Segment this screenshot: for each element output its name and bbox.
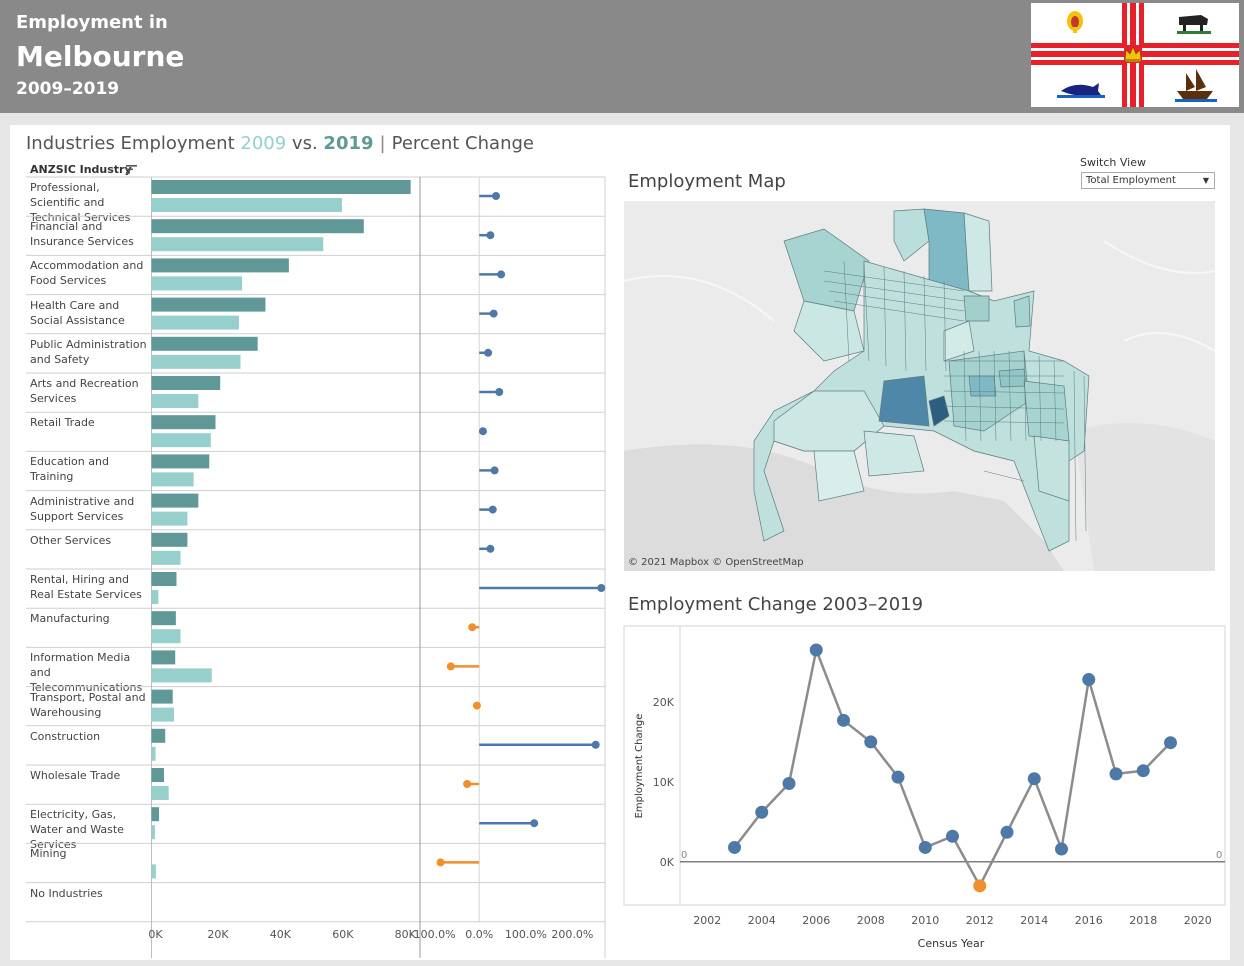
industries-chart-title: Industries Employment 2009 vs. 2019 | Perc… [26, 133, 534, 154]
melbourne-flag-icon [1031, 3, 1239, 107]
header-title-line3: 2009–2019 [16, 79, 120, 99]
map-graphic [624, 201, 1215, 571]
industry-label: Public Administration and Safety [30, 337, 147, 366]
switch-view-value: Total Employment [1086, 175, 1176, 186]
industry-label: Professional, Scientific and Technical S… [30, 181, 131, 224]
industry-label: Financial and Insurance Services [30, 220, 134, 249]
industry-label: Information Media and Telecommunications [30, 651, 143, 695]
employment-map-title: Employment Map [628, 171, 786, 192]
header-title-line1: Employment in [16, 12, 168, 33]
header-title-line2: Melbourne [16, 40, 185, 73]
industry-label: Rental, Hiring and Real Estate Services [30, 573, 142, 601]
title-separator: | [379, 133, 386, 154]
sort-icon[interactable] [126, 164, 138, 174]
map-attribution[interactable]: © 2021 Mapbox © OpenStreetMap [628, 557, 804, 568]
title-vs: vs. [291, 133, 318, 154]
employment-map[interactable] [624, 201, 1215, 571]
industry-label: Construction [30, 729, 101, 743]
industry-label: Electricity, Gas, Water and Waste Servic… [30, 808, 124, 852]
industry-label: Education and Training [30, 455, 109, 484]
switch-view-dropdown[interactable]: Total Employment ▼ [1081, 172, 1215, 189]
industry-label: Manufacturing [30, 612, 110, 626]
industry-label: Wholesale Trade [30, 769, 121, 782]
industry-label: Health Care and Social Assistance [30, 298, 125, 327]
industry-label: Administrative and Support Services [30, 494, 135, 523]
industry-label: Retail Trade [30, 416, 95, 430]
industry-label: No Industries [30, 886, 103, 900]
employment-change-title: Employment Change 2003–2019 [628, 594, 924, 615]
industry-label: Other Services [30, 533, 112, 547]
title-year-2019: 2019 [323, 133, 374, 154]
title-suffix: Percent Change [391, 133, 534, 154]
industry-label: Arts and Recreation Services [30, 377, 139, 405]
anzsic-industry-header[interactable]: ANZSIC Industry [30, 163, 132, 176]
industry-label: Accommodation and Food Services [30, 259, 144, 288]
industry-label: Transport, Postal and Warehousing [30, 690, 146, 719]
title-year-2009: 2009 [240, 133, 287, 154]
dropdown-arrow-icon: ▼ [1202, 176, 1209, 185]
title-prefix: Industries Employment [26, 133, 235, 154]
industry-label: Mining [30, 847, 67, 861]
switch-view-label: Switch View [1080, 156, 1146, 169]
dashboard-header: Employment in Melbourne 2009–2019 [0, 0, 1244, 113]
